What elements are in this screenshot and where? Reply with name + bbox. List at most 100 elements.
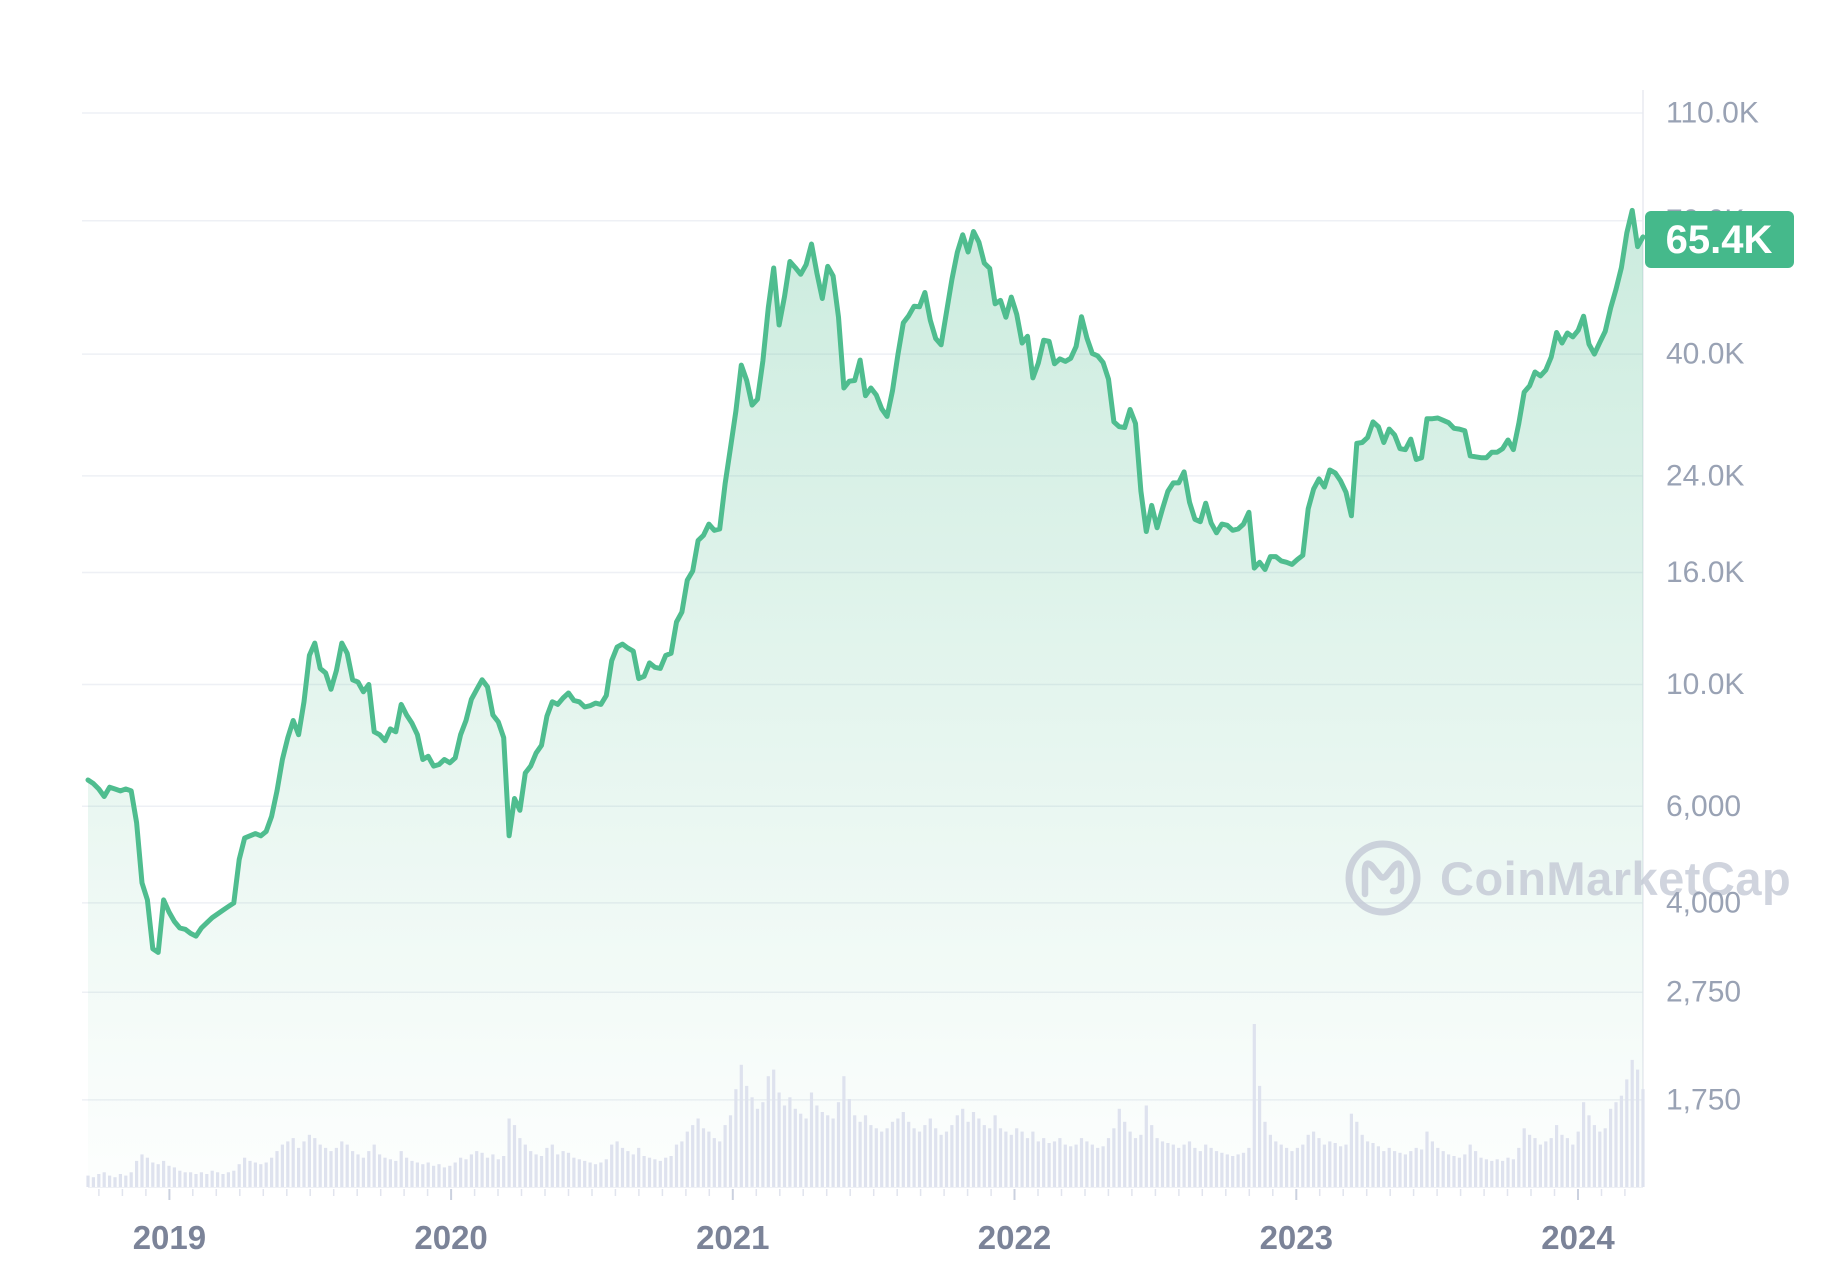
- volume-bar: [826, 1115, 830, 1187]
- volume-bar: [761, 1102, 765, 1187]
- volume-bar: [1398, 1152, 1402, 1187]
- volume-bar: [345, 1144, 349, 1187]
- volume-bar: [804, 1118, 808, 1187]
- volume-bar: [496, 1159, 500, 1187]
- volume-bar: [1328, 1141, 1332, 1187]
- volume-bar: [788, 1097, 792, 1187]
- volume-bar: [91, 1177, 95, 1187]
- volume-bar: [1636, 1069, 1640, 1187]
- volume-bar: [1090, 1144, 1094, 1187]
- volume-bar: [264, 1162, 268, 1187]
- volume-bar: [475, 1151, 479, 1187]
- volume-bar: [534, 1154, 538, 1187]
- volume-bar: [253, 1162, 257, 1187]
- volume-bar: [151, 1162, 155, 1187]
- volume-bar: [966, 1121, 970, 1187]
- volume-bar: [934, 1128, 938, 1187]
- volume-bar: [1598, 1131, 1602, 1187]
- volume-bar: [1031, 1131, 1035, 1187]
- volume-bar: [631, 1154, 635, 1187]
- y-axis-label: 6,000: [1666, 790, 1741, 823]
- volume-bar: [1387, 1147, 1391, 1187]
- volume-bar: [1036, 1141, 1040, 1187]
- volume-bar: [1117, 1108, 1121, 1187]
- volume-bar: [286, 1141, 290, 1187]
- volume-bar: [653, 1159, 657, 1187]
- y-axis-label: 1,750: [1666, 1083, 1741, 1116]
- volume-bar: [1096, 1147, 1100, 1187]
- volume-bar: [172, 1167, 176, 1187]
- volume-bars-layer: [86, 1024, 1645, 1188]
- volume-bar: [739, 1064, 743, 1187]
- volume-bar: [1565, 1138, 1569, 1187]
- volume-bar: [1430, 1141, 1434, 1187]
- volume-bar: [615, 1141, 619, 1187]
- volume-bar: [928, 1118, 932, 1187]
- volume-bar: [399, 1151, 403, 1187]
- volume-bar: [1193, 1147, 1197, 1187]
- volume-bar: [1457, 1157, 1461, 1187]
- volume-bar: [772, 1069, 776, 1187]
- volume-bar: [351, 1151, 355, 1187]
- volume-bar: [1468, 1144, 1472, 1187]
- volume-bar: [1295, 1147, 1299, 1187]
- volume-bar: [1312, 1131, 1316, 1187]
- volume-bar: [1139, 1134, 1143, 1187]
- volume-bar: [1063, 1144, 1067, 1187]
- volume-bar: [1560, 1134, 1564, 1187]
- volume-bar: [1085, 1141, 1089, 1187]
- volume-bar: [701, 1128, 706, 1187]
- volume-bar: [1474, 1151, 1478, 1187]
- volume-bar: [1069, 1146, 1073, 1188]
- volume-bar: [815, 1105, 819, 1187]
- volume-bar: [723, 1125, 727, 1187]
- volume-bar: [1371, 1143, 1375, 1187]
- y-axis-label: 2,750: [1666, 976, 1741, 1009]
- volume-bar: [426, 1162, 430, 1187]
- volume-bar: [572, 1157, 576, 1187]
- x-axis-label: 2020: [414, 1219, 487, 1256]
- volume-bar: [950, 1125, 954, 1187]
- volume-bar: [356, 1154, 360, 1187]
- coinmarketcap-logo-m-icon: [1361, 860, 1405, 898]
- volume-bar: [162, 1160, 166, 1187]
- volume-bar: [1571, 1144, 1575, 1187]
- volume-bar: [1609, 1108, 1613, 1187]
- volume-bar: [1619, 1095, 1623, 1187]
- volume-bar: [550, 1144, 554, 1187]
- current-price-badge: 65.4K: [1645, 211, 1794, 268]
- volume-bar: [782, 1105, 787, 1187]
- volume-bar: [1133, 1138, 1138, 1187]
- volume-bar: [955, 1115, 959, 1187]
- volume-bar: [183, 1172, 187, 1187]
- y-axis-label: 110.0K: [1666, 97, 1759, 130]
- volume-bar: [712, 1138, 716, 1187]
- volume-bar: [1004, 1131, 1008, 1187]
- volume-bar: [388, 1159, 392, 1187]
- volume-bar: [626, 1151, 630, 1187]
- volume-bar: [518, 1138, 522, 1187]
- volume-bar: [1214, 1151, 1219, 1187]
- volume-bar: [1220, 1152, 1224, 1187]
- volume-bar: [226, 1172, 230, 1187]
- volume-bar: [383, 1157, 387, 1187]
- volume-bar: [777, 1092, 781, 1187]
- volume-bar: [961, 1108, 965, 1187]
- volume-bar: [1177, 1147, 1181, 1187]
- volume-bar: [539, 1156, 544, 1187]
- x-axis-labels: 2019 2020 2021 2022 2023 2024: [133, 1219, 1616, 1256]
- volume-bar: [1393, 1151, 1397, 1187]
- volume-bar: [1641, 1089, 1645, 1187]
- volume-bar: [448, 1165, 452, 1187]
- volume-bar: [129, 1172, 133, 1187]
- volume-bar: [1160, 1141, 1165, 1187]
- volume-bar: [334, 1147, 338, 1187]
- volume-bar: [1576, 1131, 1580, 1187]
- volume-bar: [1322, 1144, 1326, 1187]
- volume-bar: [885, 1128, 889, 1187]
- current-price-badge-bg: [1645, 211, 1794, 268]
- volume-bar: [1463, 1154, 1467, 1187]
- coinmarketcap-logo-icon: [1345, 840, 1421, 916]
